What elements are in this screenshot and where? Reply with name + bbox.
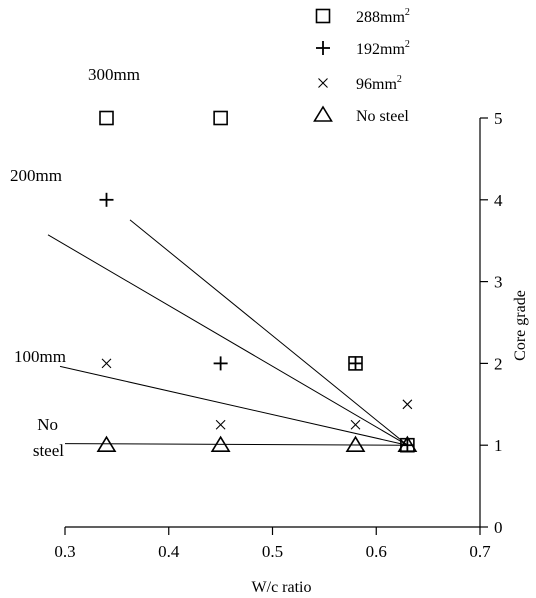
data-point [213, 356, 228, 371]
triangle-marker [210, 435, 231, 453]
square-marker [99, 110, 114, 126]
data-point [96, 435, 117, 453]
fit-lines: 300mm 200mm 100mm No steel [10, 65, 408, 460]
data-point [101, 358, 112, 369]
triangle-marker [397, 435, 418, 453]
y-tick-label: 5 [494, 109, 503, 128]
fit-line-label: 200mm [10, 166, 62, 185]
triangle-marker [345, 435, 366, 453]
fit-line [47, 234, 408, 446]
legend-label: 288mm2 [356, 7, 410, 26]
legend-label-superscript: 2 [405, 39, 410, 50]
square-marker [315, 8, 331, 24]
axes: 0.3 0.4 0.5 0.6 0.7 W/c ratio 0 1 2 3 4 5 Core grade [54, 109, 529, 596]
fit-line [129, 219, 408, 446]
fit-line [59, 365, 408, 446]
fit-line-label: steel [33, 441, 64, 460]
legend-marker [313, 105, 333, 122]
cross-marker-b [402, 399, 413, 410]
triangle-marker [313, 105, 333, 122]
legend: 288mm2 192mm2 96mm2 No steel [313, 7, 410, 125]
data-point [213, 110, 228, 126]
y-tick-label: 3 [494, 273, 503, 292]
data-point [210, 435, 231, 453]
fit-line-label: No [37, 415, 58, 434]
data-point [99, 192, 114, 207]
data-point [348, 356, 363, 371]
square-marker [213, 110, 228, 126]
fit-line [64, 443, 408, 446]
legend-label: 96mm2 [356, 74, 402, 93]
data-point [402, 399, 413, 410]
x-tick-label: 0.3 [54, 542, 75, 561]
legend-label-superscript: 2 [405, 7, 410, 18]
y-tick-label: 0 [494, 518, 503, 537]
legend-label-superscript: 2 [397, 74, 402, 85]
cross-marker-b [318, 78, 328, 88]
fit-line-label: 300mm [88, 65, 140, 84]
x-tick-label: 0.6 [366, 542, 387, 561]
data-point [99, 110, 114, 126]
x-tick-label: 0.5 [262, 542, 283, 561]
y-tick-label: 2 [494, 354, 503, 373]
data-point [397, 435, 418, 453]
legend-marker [315, 8, 331, 24]
x-tick-label: 0.4 [158, 542, 180, 561]
legend-marker [318, 78, 328, 88]
x-axis-label: W/c ratio [252, 579, 312, 596]
triangle-marker [96, 435, 117, 453]
data-points [96, 110, 418, 453]
cross-marker-b [215, 419, 226, 430]
legend-label: No steel [356, 108, 409, 125]
fit-line-label: 100mm [14, 347, 66, 366]
y-axis-label: Core grade [512, 290, 529, 361]
y-tick-label: 4 [494, 191, 503, 210]
cross-marker-b [350, 419, 361, 430]
legend-label: 192mm2 [356, 39, 410, 58]
legend-marker [316, 41, 330, 55]
x-tick-label: 0.7 [469, 542, 491, 561]
cross-marker-b [101, 358, 112, 369]
data-point [345, 435, 366, 453]
data-point [215, 419, 226, 430]
data-point [350, 419, 361, 430]
y-tick-label: 1 [494, 436, 503, 455]
